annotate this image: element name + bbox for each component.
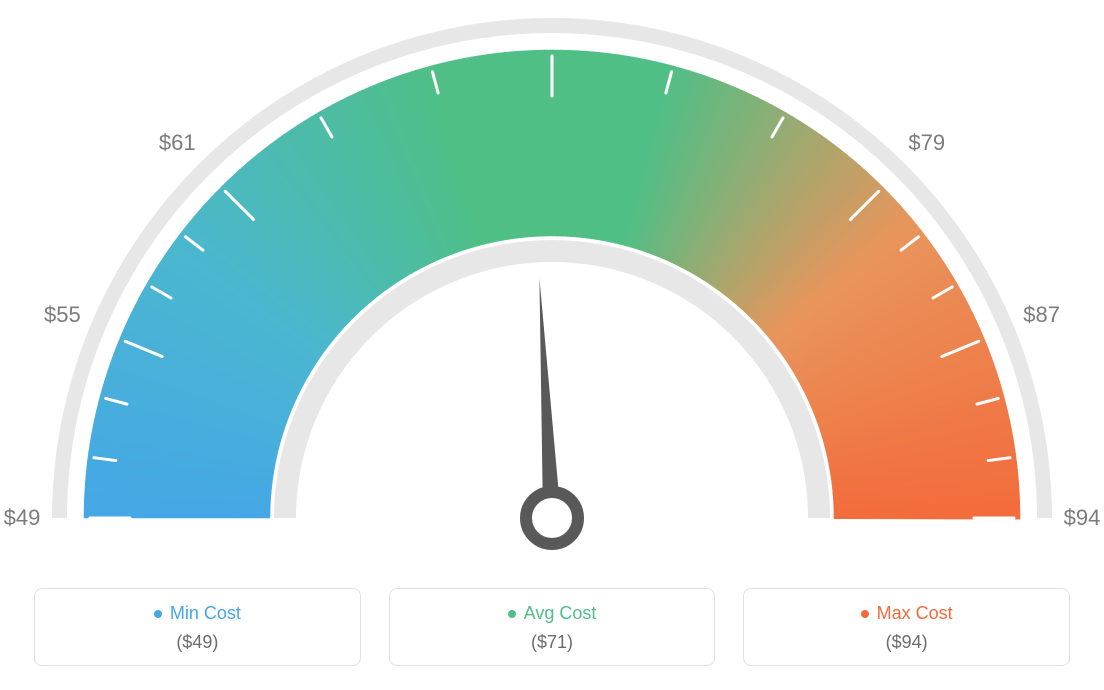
gauge-tick-label: $79 [908, 130, 945, 156]
gauge-svg [0, 0, 1104, 560]
gauge-tick-label: $61 [159, 130, 196, 156]
legend-value: ($94) [886, 632, 928, 653]
legend-value: ($49) [176, 632, 218, 653]
dot-icon [154, 610, 162, 618]
legend-label: Avg Cost [524, 603, 597, 624]
legend-title-min: Min Cost [154, 603, 241, 624]
legend-card-min: Min Cost ($49) [34, 588, 361, 666]
legend-row: Min Cost ($49) Avg Cost ($71) Max Cost (… [34, 588, 1070, 666]
gauge-tick-label: $87 [1023, 302, 1060, 328]
gauge-tick-label: $71 [534, 0, 571, 1]
gauge-tick-label: $94 [1064, 505, 1101, 531]
dot-icon [861, 610, 869, 618]
cost-gauge-chart: $49 $55 $61 $71 $79 $87 $94 [0, 0, 1104, 560]
legend-title-max: Max Cost [861, 603, 953, 624]
legend-title-avg: Avg Cost [508, 603, 597, 624]
legend-value: ($71) [531, 632, 573, 653]
legend-card-max: Max Cost ($94) [743, 588, 1070, 666]
legend-label: Min Cost [170, 603, 241, 624]
legend-label: Max Cost [877, 603, 953, 624]
gauge-tick-label: $55 [44, 302, 81, 328]
dot-icon [508, 610, 516, 618]
gauge-tick-label: $49 [4, 505, 41, 531]
legend-card-avg: Avg Cost ($71) [389, 588, 716, 666]
